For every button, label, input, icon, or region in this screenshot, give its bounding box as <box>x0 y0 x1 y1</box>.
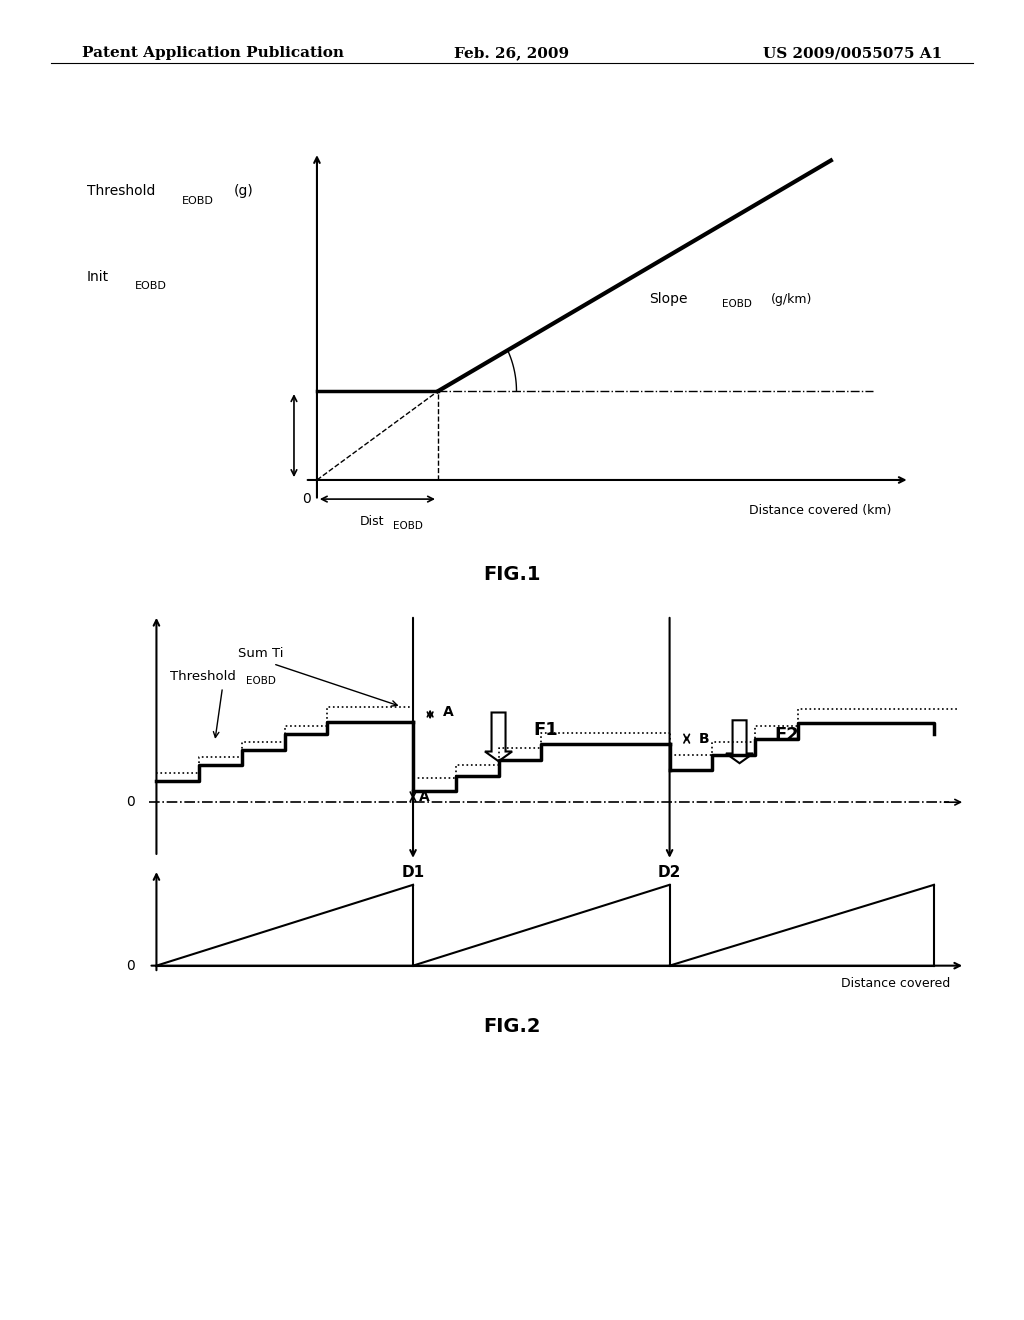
Text: Threshold: Threshold <box>170 671 237 684</box>
Text: Distance covered (km): Distance covered (km) <box>749 504 891 517</box>
Text: EOBD: EOBD <box>135 281 167 292</box>
Text: Init: Init <box>87 271 110 284</box>
Text: A: A <box>442 705 454 719</box>
Text: FIG.2: FIG.2 <box>483 1018 541 1036</box>
Text: EOBD: EOBD <box>722 298 752 309</box>
Text: D1: D1 <box>401 865 425 879</box>
Text: F2: F2 <box>774 726 800 744</box>
Text: Sum Ti: Sum Ti <box>238 647 284 660</box>
Text: A: A <box>419 789 430 804</box>
Text: Patent Application Publication: Patent Application Publication <box>82 46 344 61</box>
Text: EOBD: EOBD <box>182 195 214 206</box>
Text: EOBD: EOBD <box>246 676 275 686</box>
Text: Feb. 26, 2009: Feb. 26, 2009 <box>455 46 569 61</box>
Text: Distance covered: Distance covered <box>841 977 950 990</box>
Text: (g): (g) <box>233 185 253 198</box>
Text: 0: 0 <box>302 492 310 507</box>
Text: B: B <box>699 731 710 746</box>
Text: US 2009/0055075 A1: US 2009/0055075 A1 <box>763 46 942 61</box>
FancyArrow shape <box>726 721 754 763</box>
Text: 0: 0 <box>126 958 135 973</box>
Text: Threshold: Threshold <box>87 185 156 198</box>
Text: (g/km): (g/km) <box>770 293 812 305</box>
Text: F1: F1 <box>534 721 558 739</box>
Text: FIG.1: FIG.1 <box>483 565 541 583</box>
Text: Slope: Slope <box>649 292 688 306</box>
Text: 0: 0 <box>126 795 135 809</box>
Text: EOBD: EOBD <box>392 521 423 531</box>
Text: Dist: Dist <box>359 516 384 528</box>
FancyArrow shape <box>485 713 512 762</box>
Text: D2: D2 <box>657 865 681 879</box>
